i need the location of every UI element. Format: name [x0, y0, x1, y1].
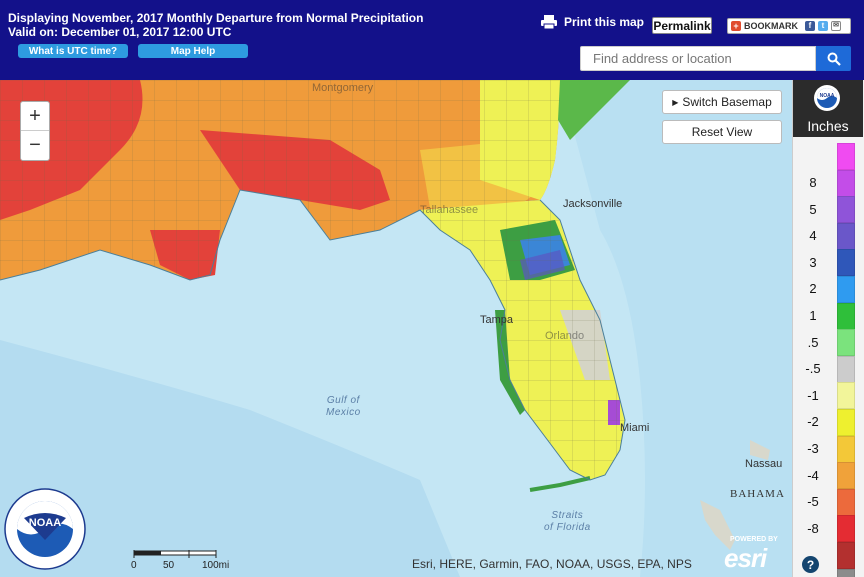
legend-label: -.5: [805, 361, 821, 377]
city-label-orlando: Orlando: [545, 330, 585, 342]
play-triangle-icon: ▶: [672, 97, 679, 107]
country-label-bahama: BAHAMA: [730, 488, 785, 500]
legend-label: -5: [807, 494, 819, 510]
legend-label: 8: [809, 174, 817, 190]
andros-island: [750, 440, 770, 460]
location-search-input[interactable]: [580, 46, 816, 71]
legend-label: 1: [809, 307, 817, 323]
bookmark-plus-icon: +: [731, 21, 741, 31]
precipitation-legend: NOAA Inches 8 5 4 3 2 1 .5 -.5 -1 -2 -3 -4 -5 -8 ?: [792, 80, 864, 577]
city-label-nassau: Nassau: [745, 458, 783, 470]
city-label-montgomery: Montgomery: [312, 82, 374, 94]
legend-swatch: [837, 568, 855, 577]
switch-basemap-label: Switch Basemap: [682, 95, 772, 109]
legend-swatch: [837, 276, 855, 304]
search-button[interactable]: [816, 46, 851, 71]
scale-label-50: 50: [163, 560, 175, 570]
legend-swatch: [837, 382, 855, 410]
legend-swatch: [837, 435, 855, 463]
help-icon[interactable]: ?: [802, 556, 819, 573]
reset-view-button[interactable]: Reset View: [662, 120, 782, 144]
city-label-jacksonville: Jacksonville: [563, 198, 623, 210]
bookmark-label: BOOKMARK: [744, 21, 798, 31]
legend-swatch: [837, 542, 855, 570]
email-icon[interactable]: ✉: [831, 21, 841, 31]
noaa-small-logo-text: NOAA: [820, 93, 835, 99]
city-label-miami: Miami: [620, 422, 650, 434]
scale-bar: 0 50 100mi: [131, 550, 229, 570]
map-canvas: [0, 80, 792, 577]
bahamas-islands: [700, 500, 735, 550]
noaa-logo: NOAA: [4, 488, 86, 570]
twitter-icon[interactable]: t: [818, 21, 828, 31]
legend-label: -3: [807, 440, 819, 456]
legend-label: 3: [809, 254, 817, 270]
zoom-control: + −: [20, 101, 50, 161]
facebook-icon[interactable]: f: [805, 21, 815, 31]
legend-label: .5: [807, 334, 819, 350]
legend-label: -2: [807, 414, 819, 430]
deep-water: [0, 340, 460, 577]
bookmark-share-bar[interactable]: + BOOKMARK f t ✉: [727, 18, 851, 34]
noaa-logo-text: NOAA: [29, 517, 61, 529]
header-bar: Displaying November, 2017 Monthly Depart…: [0, 0, 864, 80]
legend-swatch: [837, 222, 855, 250]
print-map-link[interactable]: Print this map: [540, 14, 644, 30]
legend-label: -4: [807, 467, 819, 483]
esri-wordmark: esri: [724, 543, 767, 573]
switch-basemap-button[interactable]: ▶ Switch Basemap: [662, 90, 782, 114]
map-title: Displaying November, 2017 Monthly Depart…: [8, 11, 424, 25]
legend-swatch: [837, 329, 855, 357]
legend-units-label: Inches: [807, 118, 849, 134]
florida-keys: [529, 476, 591, 492]
esri-powered-text: POWERED BY: [730, 536, 778, 543]
printer-icon: [541, 15, 557, 30]
atlantic-water: [560, 80, 792, 577]
water-label-straits-of-florida: Straits of Florida: [544, 510, 591, 533]
search-icon: [827, 52, 841, 66]
legend-swatch: [837, 409, 855, 437]
legend-swatch: [837, 143, 855, 171]
legend-swatch: [837, 249, 855, 277]
map-attribution: Esri, HERE, Garmin, FAO, NOAA, USGS, EPA…: [412, 557, 692, 571]
utc-time-button[interactable]: What is UTC time?: [18, 44, 128, 58]
map-help-button[interactable]: Map Help: [138, 44, 248, 58]
legend-swatch: [837, 515, 855, 543]
scale-label-100: 100mi: [202, 560, 229, 570]
valid-date: Valid on: December 01, 2017 12:00 UTC: [8, 25, 232, 39]
land-green-northeast: [558, 80, 630, 140]
legend-swatch: [837, 302, 855, 330]
legend-label: 2: [809, 281, 817, 297]
city-label-tampa: Tampa: [480, 314, 514, 326]
precipitation-map[interactable]: Jacksonville Tampa Miami Nassau BAHAMA M…: [0, 80, 792, 577]
legend-swatch: [837, 462, 855, 490]
legend-label: 4: [809, 228, 817, 244]
coastline: [0, 189, 626, 481]
legend-swatch: [837, 355, 855, 383]
city-label-tallahassee: Tallahassee: [420, 204, 479, 216]
permalink-button[interactable]: Permalink: [652, 17, 712, 34]
legend-label: 5: [809, 201, 817, 217]
zoom-out-button[interactable]: −: [29, 134, 41, 156]
print-map-label: Print this map: [564, 15, 645, 29]
zoom-in-button[interactable]: +: [21, 102, 49, 131]
legend-label: -1: [807, 387, 819, 403]
legend-header: NOAA Inches: [793, 80, 863, 137]
legend-swatch: [837, 196, 855, 224]
noaa-small-logo: NOAA: [814, 85, 840, 111]
county-grid: [0, 80, 625, 480]
legend-label: -8: [807, 520, 819, 536]
scale-label-0: 0: [131, 560, 137, 570]
water-label-gulf-of-mexico: Gulf of Mexico: [326, 395, 361, 418]
esri-logo: POWERED BY esri: [722, 536, 786, 574]
legend-swatch: [837, 488, 855, 516]
legend-swatch: [837, 169, 855, 197]
